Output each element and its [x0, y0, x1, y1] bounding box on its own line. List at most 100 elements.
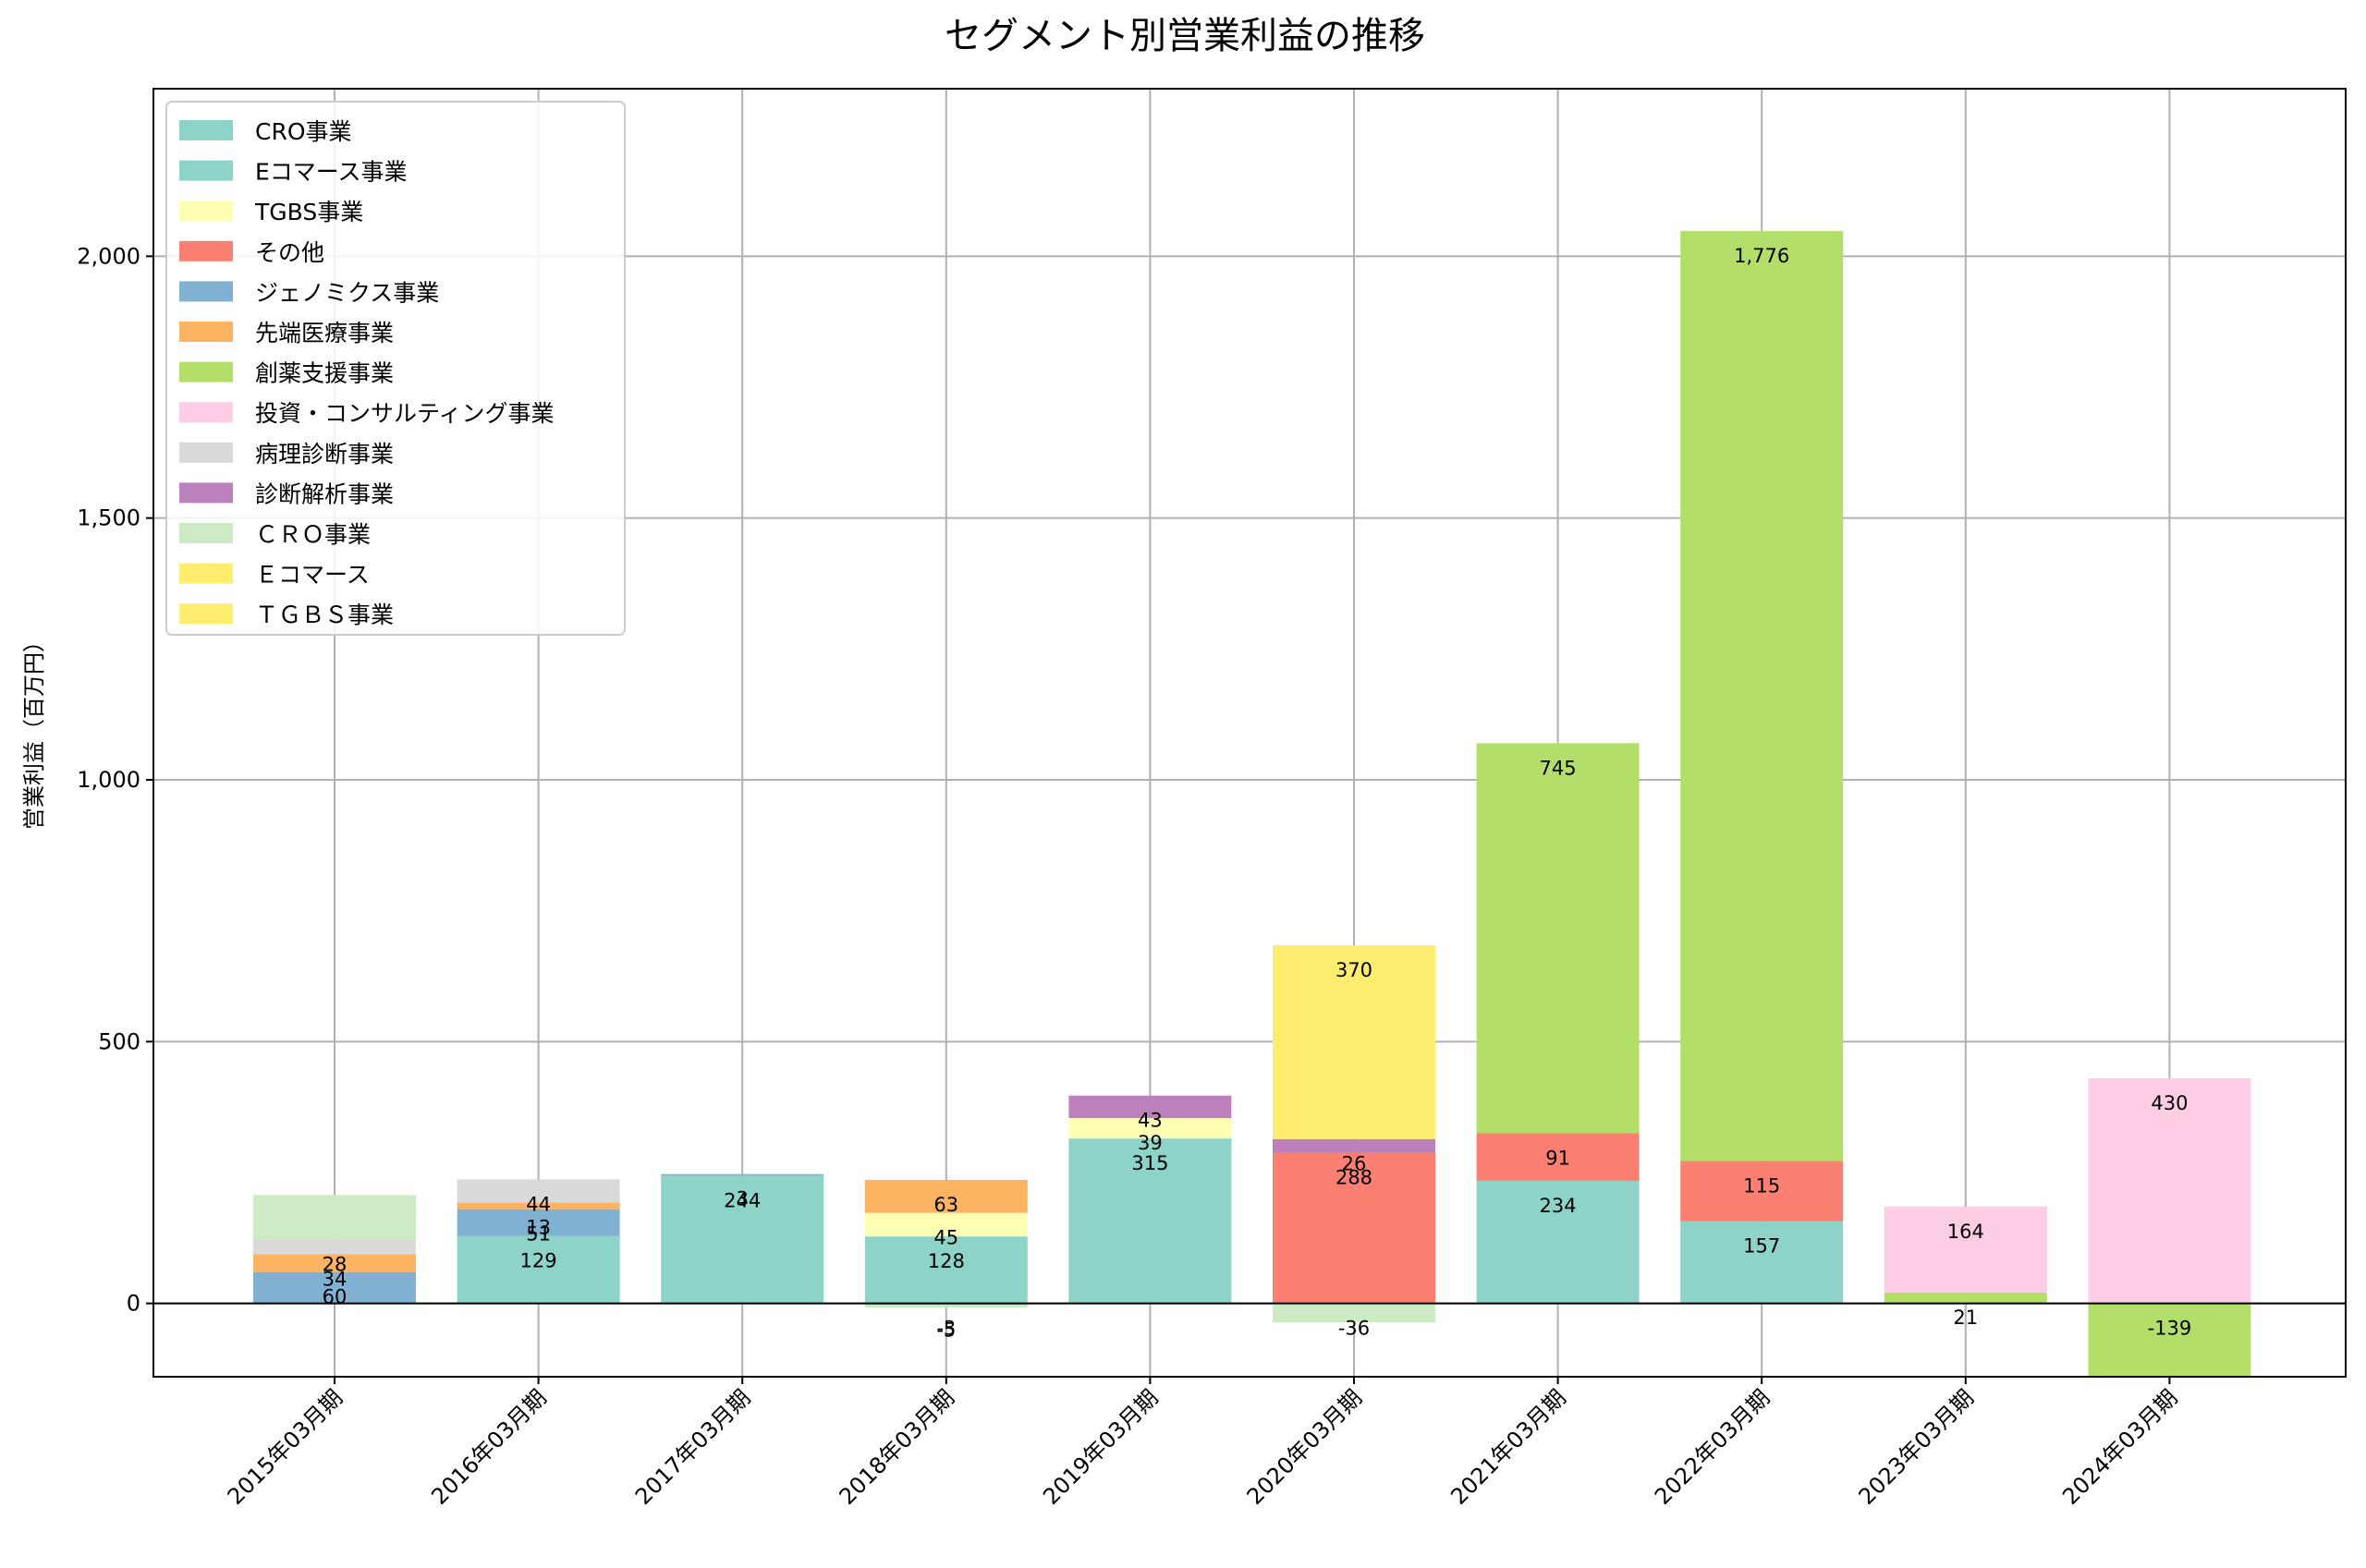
bar-2021-03-6	[1476, 743, 1640, 1134]
y-tick-label: 0	[127, 1291, 140, 1317]
bar-2018-03-5	[864, 1179, 1028, 1213]
bar-2021-03-3	[1476, 1133, 1640, 1182]
data-label: 28	[323, 1254, 348, 1276]
bar-2019-03-2	[1068, 1118, 1232, 1139]
bar-2016-03-8	[457, 1179, 620, 1203]
bar-2020-03-3	[1273, 1152, 1435, 1304]
bar-2015-03-4	[253, 1271, 416, 1304]
data-label: 91	[1545, 1148, 1570, 1170]
bar-2015-03-10	[253, 1195, 416, 1240]
data-label: 26	[1342, 1153, 1367, 1175]
legend-entry: TGBS事業	[254, 199, 363, 225]
bar-2018-03-2	[864, 1212, 1028, 1237]
bar-2017-03-1	[661, 1175, 824, 1304]
legend-entry: ジェノミクス事業	[255, 279, 439, 306]
bar-2022-03-3	[1680, 1161, 1844, 1222]
bar-2023-03-7	[1884, 1206, 2047, 1293]
legend-swatch	[179, 603, 233, 625]
data-label: 128	[928, 1250, 965, 1272]
data-label: 43	[1138, 1110, 1163, 1132]
legend-entry: ＴＧＢＳ事業	[255, 602, 394, 628]
data-label: 51	[526, 1223, 551, 1246]
legend-entry: 投資・コンサルティング事業	[255, 400, 555, 427]
legend-entry: ＣＲＯ事業	[255, 521, 371, 548]
data-label: 115	[1743, 1175, 1780, 1197]
bar-2023-03-6	[1884, 1292, 2047, 1304]
data-label: -139	[2148, 1318, 2192, 1340]
x-tick-label: 2018年03月期	[835, 1384, 959, 1509]
bar-2016-03-4	[457, 1209, 620, 1236]
bar-2020-03-9	[1273, 1138, 1435, 1153]
data-label: 34	[323, 1268, 348, 1290]
x-tick-label: 2020年03月期	[1242, 1384, 1367, 1509]
bar-2019-03-9	[1068, 1095, 1232, 1119]
bar-2015-03-5	[253, 1254, 416, 1272]
legend-entry: 病理診断事業	[255, 441, 394, 468]
data-label: 164	[1947, 1221, 1984, 1243]
data-label: 45	[933, 1227, 958, 1249]
legend-swatch	[179, 563, 233, 584]
data-label: 288	[1335, 1166, 1372, 1188]
bar-2022-03-1	[1680, 1221, 1844, 1304]
legend-swatch	[179, 240, 233, 261]
y-tick-label: 2,000	[77, 243, 140, 269]
y-axis-label: 営業利益（百万円）	[21, 630, 47, 830]
data-label: -36	[1338, 1318, 1370, 1340]
legend-entry: その他	[255, 239, 324, 266]
data-label: 60	[323, 1286, 348, 1308]
x-tick-label: 2022年03月期	[1650, 1384, 1774, 1509]
bar-2017-03-4	[661, 1173, 824, 1176]
legend-entry: 先端医療事業	[255, 320, 394, 346]
data-label: 63	[933, 1194, 958, 1216]
x-tick-label: 2016年03月期	[426, 1384, 551, 1509]
bar-2015-03-8	[253, 1239, 416, 1255]
data-label: 13	[526, 1216, 551, 1238]
legend-entry: Ｅコマース	[255, 562, 370, 589]
bar-2019-03-1	[1068, 1138, 1232, 1304]
y-tick-label: 500	[98, 1028, 140, 1054]
legend-entry: 創薬支援事業	[255, 360, 394, 387]
plot-frame	[152, 88, 2347, 1378]
y-tick-label: 1,000	[77, 767, 140, 793]
x-tick-label: 2015年03月期	[223, 1384, 348, 1509]
y-tick-label: 1,500	[77, 505, 140, 531]
bar-2018-03-10	[864, 1305, 1028, 1308]
legend-swatch	[179, 120, 233, 140]
legend-swatch	[179, 322, 233, 342]
data-label: 129	[520, 1250, 557, 1272]
bar-2020-03-12	[1273, 945, 1435, 1139]
bar-2018-03-1	[864, 1236, 1028, 1304]
bars	[253, 231, 2251, 1377]
data-label: -5	[936, 1319, 956, 1341]
bar-2021-03-1	[1476, 1181, 1640, 1304]
data-label: 3	[737, 1188, 749, 1210]
x-tick-label: 2023年03月期	[1854, 1384, 1979, 1509]
bar-2024-03-7	[2088, 1078, 2251, 1304]
x-tick-label: 2017年03月期	[630, 1384, 755, 1509]
data-label: 39	[1138, 1132, 1163, 1154]
data-label: 430	[2151, 1092, 2188, 1114]
bar-2016-03-5	[457, 1202, 620, 1209]
data-label: 745	[1540, 757, 1577, 779]
data-label: 1,776	[1734, 245, 1789, 267]
data-label: 157	[1743, 1235, 1780, 1258]
x-tick-label: 2021年03月期	[1445, 1384, 1570, 1509]
legend-entry: CRO事業	[255, 118, 352, 145]
data-label: 234	[1540, 1195, 1577, 1217]
bar-2022-03-6	[1680, 231, 1844, 1161]
legend-entry: Eコマース事業	[255, 159, 408, 186]
legend-swatch	[179, 201, 233, 222]
legend: CRO事業 Eコマース事業 TGBS事業その他ジェノミクス事業先端医療事業創薬支援事…	[165, 101, 626, 636]
x-tick-label: 2019年03月期	[1038, 1384, 1163, 1509]
legend-swatch	[179, 523, 233, 543]
data-label: 44	[526, 1193, 551, 1215]
bar-2024-03-6	[2088, 1303, 2251, 1377]
legend-swatch	[179, 361, 233, 383]
x-tick-label: 2024年03月期	[2057, 1384, 2182, 1509]
data-label: 315	[1131, 1152, 1168, 1174]
chart-title: セグメント別営業利益の推移	[945, 15, 1425, 57]
data-label: 244	[724, 1189, 761, 1211]
data-label: 370	[1335, 959, 1372, 981]
